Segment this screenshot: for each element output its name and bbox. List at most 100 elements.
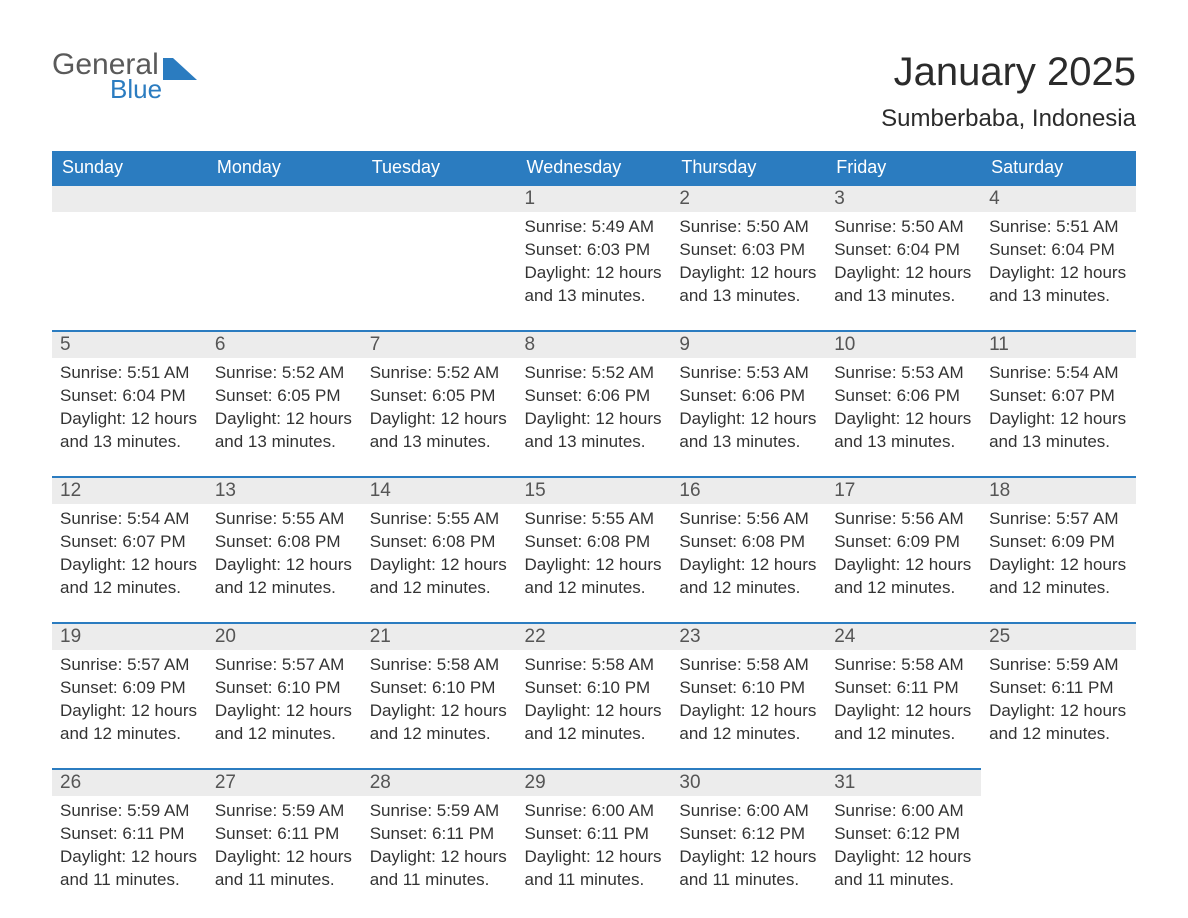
- sunrise-text: Sunrise: 6:00 AM: [525, 800, 664, 823]
- calendar-cell: 22Sunrise: 5:58 AMSunset: 6:10 PMDayligh…: [517, 622, 672, 768]
- calendar-cell: 12Sunrise: 5:54 AMSunset: 6:07 PMDayligh…: [52, 476, 207, 622]
- sunrise-text: Sunrise: 5:59 AM: [215, 800, 354, 823]
- daylight-text-line1: Daylight: 12 hours: [989, 554, 1128, 577]
- day-data: Sunrise: 5:59 AMSunset: 6:11 PMDaylight:…: [981, 650, 1136, 746]
- sunset-text: Sunset: 6:06 PM: [834, 385, 973, 408]
- calendar-cell: 17Sunrise: 5:56 AMSunset: 6:09 PMDayligh…: [826, 476, 981, 622]
- day-data: Sunrise: 5:59 AMSunset: 6:11 PMDaylight:…: [52, 796, 207, 892]
- day-number: 16: [671, 476, 826, 504]
- daylight-text-line1: Daylight: 12 hours: [834, 408, 973, 431]
- calendar-cell: 29Sunrise: 6:00 AMSunset: 6:11 PMDayligh…: [517, 768, 672, 914]
- day-number: 14: [362, 476, 517, 504]
- sunset-text: Sunset: 6:11 PM: [60, 823, 199, 846]
- day-number: 18: [981, 476, 1136, 504]
- sunrise-text: Sunrise: 5:50 AM: [679, 216, 818, 239]
- daylight-text-line2: and 12 minutes.: [215, 577, 354, 600]
- sunset-text: Sunset: 6:10 PM: [370, 677, 509, 700]
- daylight-text-line2: and 13 minutes.: [215, 431, 354, 454]
- daylight-text-line1: Daylight: 12 hours: [215, 554, 354, 577]
- sunrise-text: Sunrise: 5:49 AM: [525, 216, 664, 239]
- location: Sumberbaba, Indonesia: [881, 105, 1136, 133]
- day-number: 27: [207, 768, 362, 796]
- day-number: 30: [671, 768, 826, 796]
- daylight-text-line1: Daylight: 12 hours: [679, 262, 818, 285]
- daylight-text-line1: Daylight: 12 hours: [60, 554, 199, 577]
- day-number: 6: [207, 330, 362, 358]
- sunrise-text: Sunrise: 5:57 AM: [215, 654, 354, 677]
- daylight-text-line1: Daylight: 12 hours: [525, 554, 664, 577]
- sunrise-text: Sunrise: 5:53 AM: [834, 362, 973, 385]
- sunset-text: Sunset: 6:08 PM: [215, 531, 354, 554]
- sunrise-text: Sunrise: 5:51 AM: [989, 216, 1128, 239]
- day-number: 8: [517, 330, 672, 358]
- sunset-text: Sunset: 6:04 PM: [989, 239, 1128, 262]
- calendar-row: 26Sunrise: 5:59 AMSunset: 6:11 PMDayligh…: [52, 768, 1136, 914]
- day-data: Sunrise: 5:55 AMSunset: 6:08 PMDaylight:…: [517, 504, 672, 600]
- calendar-cell: 10Sunrise: 5:53 AMSunset: 6:06 PMDayligh…: [826, 330, 981, 476]
- calendar-row: 19Sunrise: 5:57 AMSunset: 6:09 PMDayligh…: [52, 622, 1136, 768]
- logo: General Blue: [52, 50, 197, 102]
- sunset-text: Sunset: 6:09 PM: [60, 677, 199, 700]
- calendar-cell: 8Sunrise: 5:52 AMSunset: 6:06 PMDaylight…: [517, 330, 672, 476]
- daylight-text-line1: Daylight: 12 hours: [525, 262, 664, 285]
- daylight-text-line2: and 12 minutes.: [679, 577, 818, 600]
- day-number: 23: [671, 622, 826, 650]
- day-number: 29: [517, 768, 672, 796]
- daylight-text-line2: and 12 minutes.: [370, 723, 509, 746]
- day-number: 12: [52, 476, 207, 504]
- calendar-cell: 5Sunrise: 5:51 AMSunset: 6:04 PMDaylight…: [52, 330, 207, 476]
- daylight-text-line2: and 13 minutes.: [834, 285, 973, 308]
- daylight-text-line2: and 12 minutes.: [60, 577, 199, 600]
- day-header: Wednesday: [517, 151, 672, 184]
- sunrise-text: Sunrise: 5:54 AM: [60, 508, 199, 531]
- sunrise-text: Sunrise: 5:56 AM: [679, 508, 818, 531]
- sunset-text: Sunset: 6:06 PM: [525, 385, 664, 408]
- calendar-cell: 13Sunrise: 5:55 AMSunset: 6:08 PMDayligh…: [207, 476, 362, 622]
- sunrise-text: Sunrise: 5:55 AM: [525, 508, 664, 531]
- sunset-text: Sunset: 6:11 PM: [989, 677, 1128, 700]
- calendar-cell: 20Sunrise: 5:57 AMSunset: 6:10 PMDayligh…: [207, 622, 362, 768]
- sunrise-text: Sunrise: 5:56 AM: [834, 508, 973, 531]
- calendar-cell: 7Sunrise: 5:52 AMSunset: 6:05 PMDaylight…: [362, 330, 517, 476]
- logo-flag-icon: [163, 58, 197, 80]
- day-data: Sunrise: 5:50 AMSunset: 6:03 PMDaylight:…: [671, 212, 826, 308]
- empty-day: [207, 184, 362, 212]
- day-data: Sunrise: 6:00 AMSunset: 6:11 PMDaylight:…: [517, 796, 672, 892]
- day-header: Saturday: [981, 151, 1136, 184]
- daylight-text-line1: Daylight: 12 hours: [679, 846, 818, 869]
- daylight-text-line2: and 13 minutes.: [60, 431, 199, 454]
- daylight-text-line2: and 11 minutes.: [525, 869, 664, 892]
- sunset-text: Sunset: 6:08 PM: [679, 531, 818, 554]
- day-number: 28: [362, 768, 517, 796]
- daylight-text-line2: and 11 minutes.: [60, 869, 199, 892]
- sunrise-text: Sunrise: 5:51 AM: [60, 362, 199, 385]
- day-number: 31: [826, 768, 981, 796]
- sunrise-text: Sunrise: 5:53 AM: [679, 362, 818, 385]
- daylight-text-line2: and 12 minutes.: [989, 723, 1128, 746]
- calendar-table: Sunday Monday Tuesday Wednesday Thursday…: [52, 151, 1136, 914]
- sunrise-text: Sunrise: 5:58 AM: [370, 654, 509, 677]
- day-number: 24: [826, 622, 981, 650]
- sunset-text: Sunset: 6:04 PM: [834, 239, 973, 262]
- daylight-text-line1: Daylight: 12 hours: [834, 846, 973, 869]
- sunset-text: Sunset: 6:03 PM: [679, 239, 818, 262]
- sunset-text: Sunset: 6:08 PM: [370, 531, 509, 554]
- calendar-cell: 26Sunrise: 5:59 AMSunset: 6:11 PMDayligh…: [52, 768, 207, 914]
- day-data: Sunrise: 5:57 AMSunset: 6:10 PMDaylight:…: [207, 650, 362, 746]
- calendar-cell: 25Sunrise: 5:59 AMSunset: 6:11 PMDayligh…: [981, 622, 1136, 768]
- day-data: Sunrise: 5:52 AMSunset: 6:05 PMDaylight:…: [207, 358, 362, 454]
- daylight-text-line2: and 11 minutes.: [215, 869, 354, 892]
- calendar-cell: 24Sunrise: 5:58 AMSunset: 6:11 PMDayligh…: [826, 622, 981, 768]
- day-number: 26: [52, 768, 207, 796]
- day-data: Sunrise: 5:53 AMSunset: 6:06 PMDaylight:…: [826, 358, 981, 454]
- calendar-cell: 18Sunrise: 5:57 AMSunset: 6:09 PMDayligh…: [981, 476, 1136, 622]
- sunrise-text: Sunrise: 5:57 AM: [989, 508, 1128, 531]
- daylight-text-line1: Daylight: 12 hours: [215, 846, 354, 869]
- calendar-cell: 4Sunrise: 5:51 AMSunset: 6:04 PMDaylight…: [981, 184, 1136, 330]
- daylight-text-line1: Daylight: 12 hours: [525, 846, 664, 869]
- calendar-cell: 6Sunrise: 5:52 AMSunset: 6:05 PMDaylight…: [207, 330, 362, 476]
- daylight-text-line1: Daylight: 12 hours: [370, 700, 509, 723]
- sunset-text: Sunset: 6:10 PM: [679, 677, 818, 700]
- day-number: 20: [207, 622, 362, 650]
- daylight-text-line1: Daylight: 12 hours: [989, 700, 1128, 723]
